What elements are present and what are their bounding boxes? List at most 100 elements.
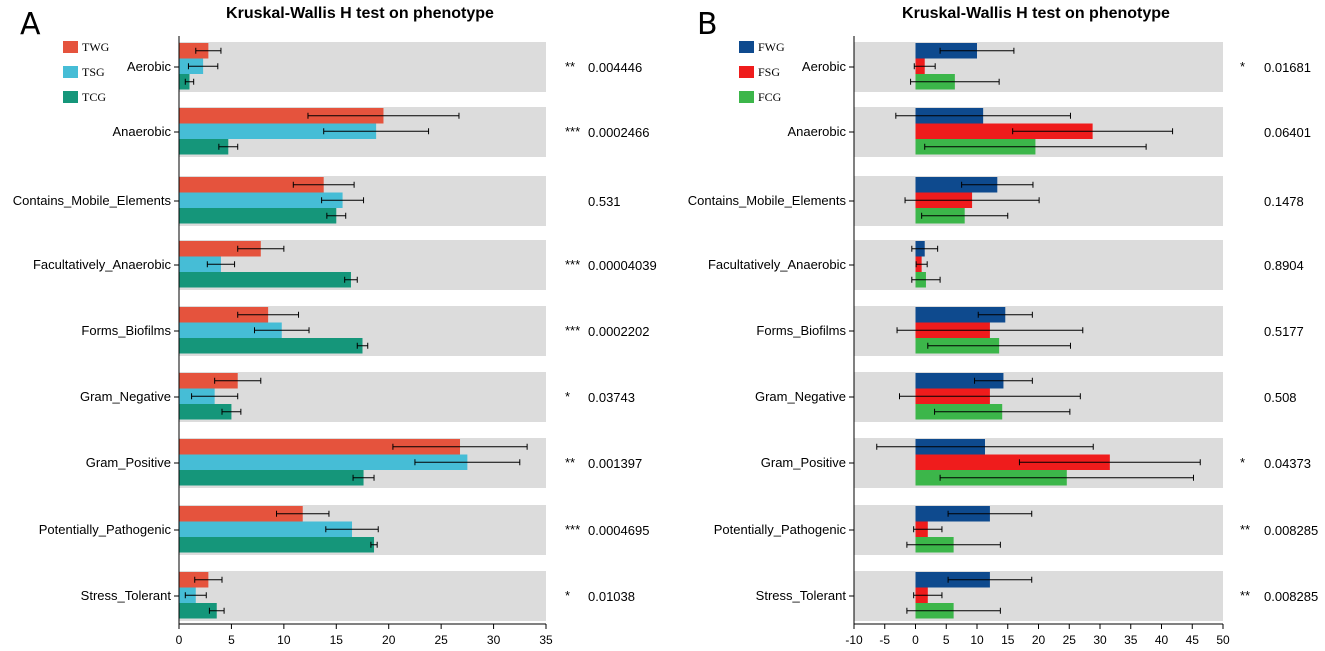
significance-a-5: * bbox=[565, 389, 570, 404]
legend-label-b-fsg: FSG bbox=[758, 65, 780, 79]
bar-a-twg-0 bbox=[179, 43, 209, 59]
chart-title-a: Kruskal-Wallis H test on phenotype bbox=[226, 5, 494, 22]
x-tick-label-b-6: 20 bbox=[1032, 633, 1046, 647]
significance-b-0: * bbox=[1240, 59, 1245, 74]
row-band-b-7 bbox=[854, 505, 1223, 555]
significance-b-6: * bbox=[1240, 455, 1245, 470]
significance-a-0: ** bbox=[565, 59, 575, 74]
p-value-b-8: 0.008285 bbox=[1264, 589, 1318, 604]
significance-b-8: ** bbox=[1240, 588, 1250, 603]
bar-a-tcg-1 bbox=[179, 139, 229, 155]
bar-b-fwg-2 bbox=[915, 177, 998, 193]
category-label-a-4: Forms_Biofilms bbox=[81, 323, 171, 338]
row-band-b-5 bbox=[854, 372, 1223, 422]
category-label-b-7: Potentially_Pathogenic bbox=[714, 522, 847, 537]
x-tick-label-a-3: 15 bbox=[330, 633, 344, 647]
significance-a-1: *** bbox=[565, 124, 580, 139]
bar-a-twg-2 bbox=[179, 177, 324, 193]
p-value-a-6: 0.001397 bbox=[588, 456, 642, 471]
p-value-a-2: 0.531 bbox=[588, 194, 621, 209]
x-tick-label-b-11: 45 bbox=[1186, 633, 1200, 647]
category-label-b-3: Facultatively_Anaerobic bbox=[708, 257, 847, 272]
p-value-b-4: 0.5177 bbox=[1264, 324, 1304, 339]
x-tick-label-b-7: 25 bbox=[1063, 633, 1077, 647]
p-value-a-1: 0.0002466 bbox=[588, 125, 649, 140]
bar-a-tcg-4 bbox=[179, 338, 363, 354]
p-value-a-3: 0.00004039 bbox=[588, 258, 657, 273]
x-tick-label-a-0: 0 bbox=[176, 633, 183, 647]
bar-a-tcg-7 bbox=[179, 537, 375, 553]
x-tick-label-b-1: -5 bbox=[879, 633, 890, 647]
bar-a-tsg-6 bbox=[179, 454, 468, 470]
bar-a-tsg-2 bbox=[179, 192, 343, 208]
legend-label-a-tcg: TCG bbox=[82, 90, 106, 104]
row-band-b-8 bbox=[854, 571, 1223, 621]
x-tick-label-a-1: 5 bbox=[228, 633, 235, 647]
category-label-a-5: Gram_Negative bbox=[80, 389, 171, 404]
significance-a-3: *** bbox=[565, 257, 580, 272]
category-label-b-4: Forms_Biofilms bbox=[756, 323, 846, 338]
bar-a-twg-8 bbox=[179, 572, 209, 588]
p-value-b-5: 0.508 bbox=[1264, 390, 1297, 405]
x-tick-label-b-2: 0 bbox=[912, 633, 919, 647]
x-tick-label-a-2: 10 bbox=[277, 633, 291, 647]
category-label-b-5: Gram_Negative bbox=[755, 389, 846, 404]
panel-label-a: A bbox=[20, 7, 41, 42]
bar-a-tsg-3 bbox=[179, 256, 221, 272]
legend-swatch-a-tsg bbox=[63, 66, 78, 78]
category-label-b-6: Gram_Positive bbox=[761, 455, 846, 470]
row-band-a-8 bbox=[179, 571, 546, 621]
p-value-b-1: 0.06401 bbox=[1264, 125, 1311, 140]
x-tick-label-b-8: 30 bbox=[1093, 633, 1107, 647]
bar-b-fsg-1 bbox=[915, 123, 1093, 139]
p-value-a-4: 0.0002202 bbox=[588, 324, 649, 339]
x-tick-label-b-12: 50 bbox=[1216, 633, 1230, 647]
category-label-a-7: Potentially_Pathogenic bbox=[39, 522, 172, 537]
legend-label-a-tsg: TSG bbox=[82, 65, 105, 79]
legend-swatch-a-twg bbox=[63, 41, 78, 53]
row-band-b-2 bbox=[854, 176, 1223, 226]
chart-title-b: Kruskal-Wallis H test on phenotype bbox=[902, 5, 1170, 22]
category-label-a-2: Contains_Mobile_Elements bbox=[13, 193, 172, 208]
bar-a-twg-6 bbox=[179, 439, 461, 455]
p-value-a-5: 0.03743 bbox=[588, 390, 635, 405]
legend-label-a-twg: TWG bbox=[82, 40, 110, 54]
significance-a-8: * bbox=[565, 588, 570, 603]
row-band-b-0 bbox=[854, 42, 1223, 92]
p-value-b-7: 0.008285 bbox=[1264, 523, 1318, 538]
p-value-a-7: 0.0004695 bbox=[588, 523, 649, 538]
x-tick-label-b-9: 35 bbox=[1124, 633, 1138, 647]
x-tick-label-a-6: 30 bbox=[487, 633, 501, 647]
x-tick-label-a-7: 35 bbox=[539, 633, 553, 647]
category-label-b-0: Aerobic bbox=[802, 59, 847, 74]
category-label-a-1: Anaerobic bbox=[112, 124, 171, 139]
bar-a-tsg-4 bbox=[179, 322, 282, 338]
panel-label-b: B bbox=[697, 7, 718, 42]
bar-a-twg-7 bbox=[179, 506, 303, 522]
chart-panel-b: Aerobic * 0.01681 Anaerobic 0.06401 Contains_… bbox=[688, 36, 1318, 647]
x-tick-label-b-0: -10 bbox=[845, 633, 863, 647]
bar-a-tsg-1 bbox=[179, 123, 377, 139]
bar-a-tcg-0 bbox=[179, 74, 190, 90]
legend-swatch-b-fwg bbox=[739, 41, 754, 53]
significance-a-4: *** bbox=[565, 323, 580, 338]
significance-b-7: ** bbox=[1240, 522, 1250, 537]
bar-a-tcg-3 bbox=[179, 272, 351, 288]
p-value-a-8: 0.01038 bbox=[588, 589, 635, 604]
p-value-b-6: 0.04373 bbox=[1264, 456, 1311, 471]
category-label-b-1: Anaerobic bbox=[787, 124, 846, 139]
x-tick-label-b-5: 15 bbox=[1001, 633, 1015, 647]
category-label-a-8: Stress_Tolerant bbox=[81, 588, 172, 603]
legend-label-b-fcg: FCG bbox=[758, 90, 782, 104]
x-tick-label-b-3: 5 bbox=[943, 633, 950, 647]
x-tick-label-b-10: 40 bbox=[1155, 633, 1169, 647]
bar-b-fwg-4 bbox=[915, 307, 1006, 323]
significance-a-7: *** bbox=[565, 522, 580, 537]
p-value-a-0: 0.004446 bbox=[588, 60, 642, 75]
bar-a-tcg-6 bbox=[179, 470, 364, 486]
x-tick-label-a-4: 20 bbox=[382, 633, 396, 647]
legend-label-b-fwg: FWG bbox=[758, 40, 785, 54]
category-label-a-3: Facultatively_Anaerobic bbox=[33, 257, 172, 272]
